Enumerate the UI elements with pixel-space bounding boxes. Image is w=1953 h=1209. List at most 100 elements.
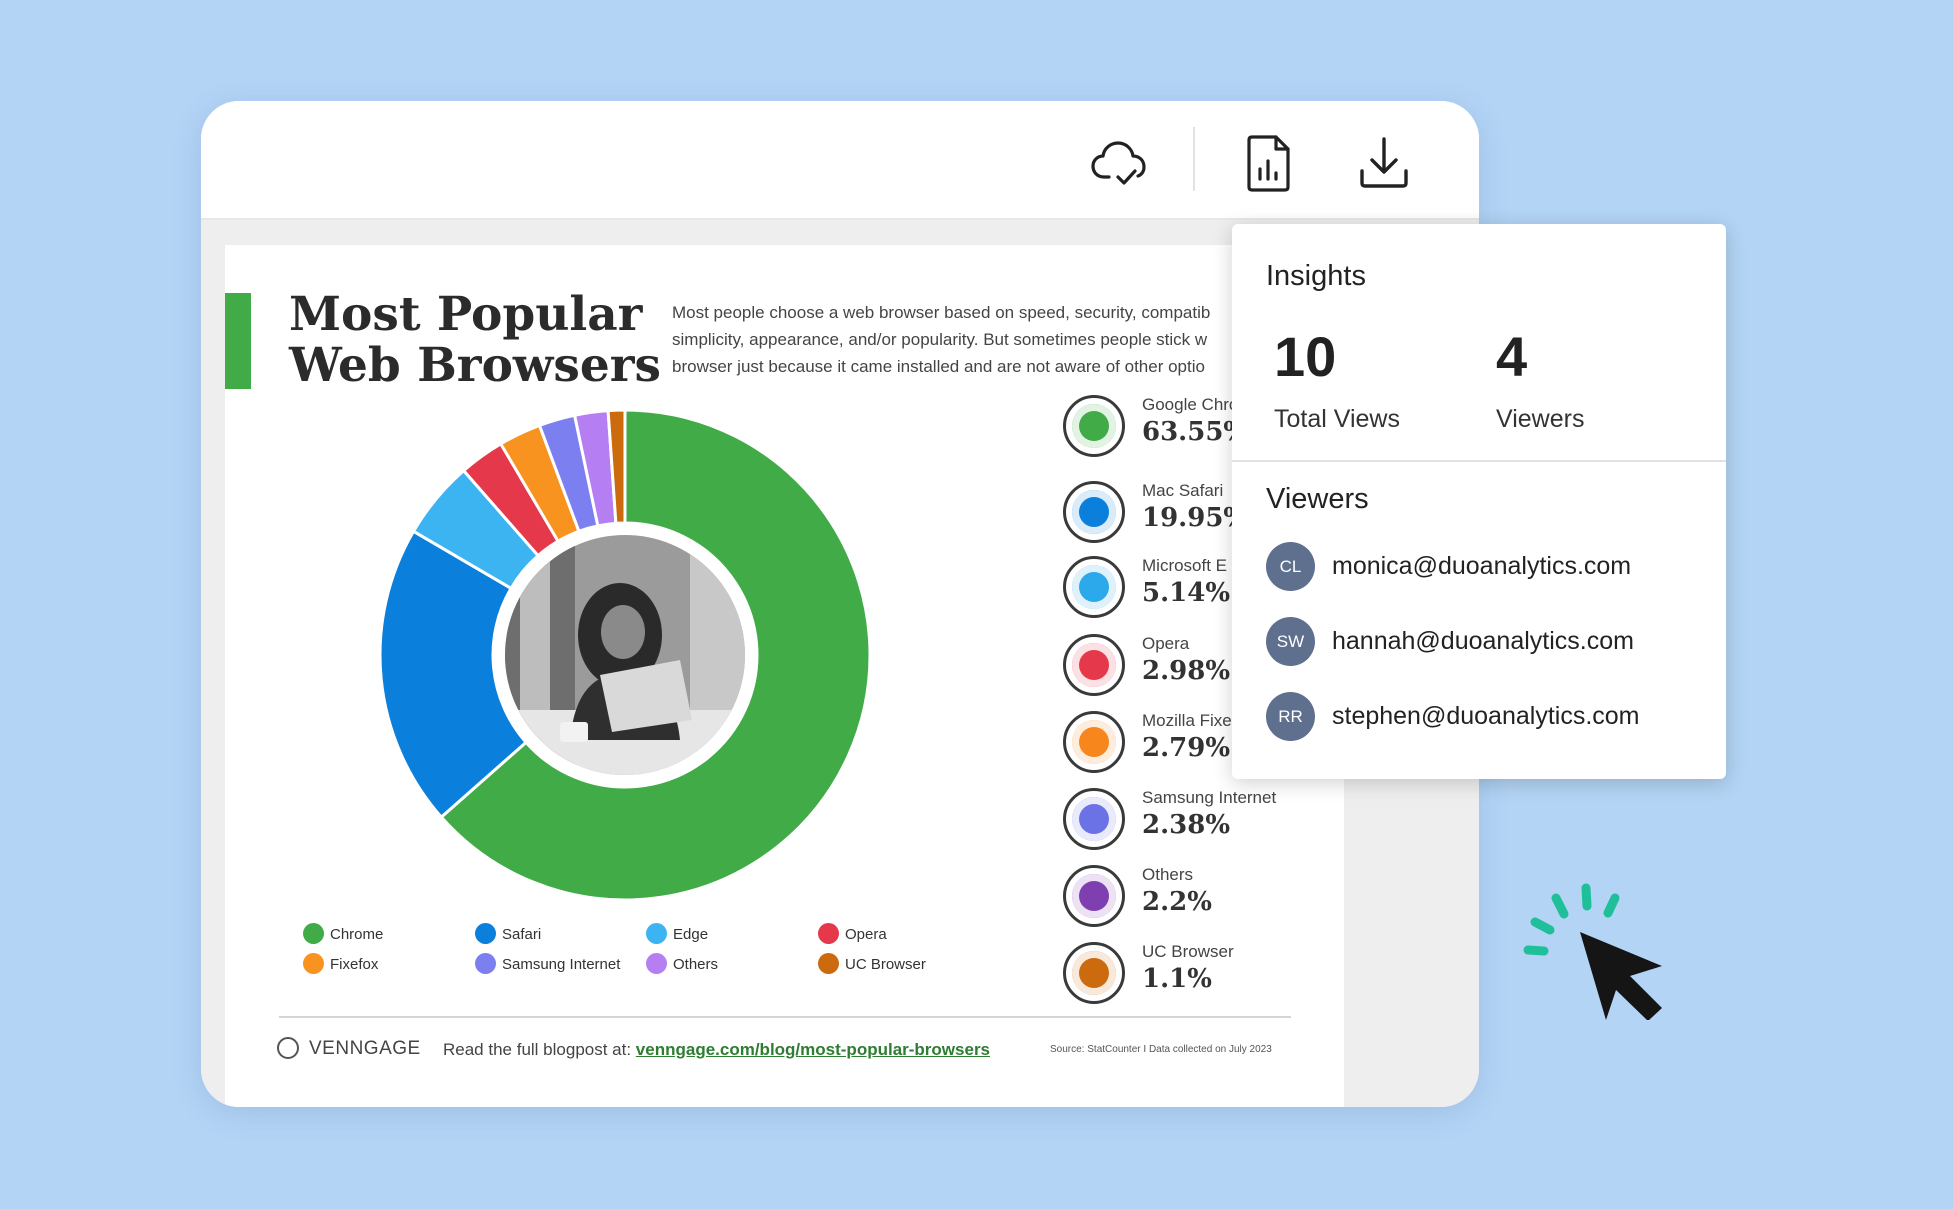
cloud-check-icon[interactable] [1087,131,1151,195]
avatar: SW [1266,617,1315,666]
uc-browser-icon [1063,942,1125,1004]
insights-panel: Insights 10 Total Views 4 Viewers Viewer… [1232,224,1726,779]
stat-others: Others 2.2% [1063,865,1323,935]
stat-name: Google Chro [1142,395,1239,414]
viewer-email: monica@duoanalytics.com [1332,552,1632,580]
canvas-area: Most Popular Web Browsers Most people ch… [201,220,1479,1107]
donut-chart [380,410,870,900]
download-icon[interactable] [1352,131,1416,195]
legend-item: Opera [818,923,887,944]
readmore-text: Read the full blogpost at: venngage.com/… [443,1040,990,1060]
intro-line-3: browser just because it came installed a… [672,357,1205,376]
venngage-brand: VENNGAGE [277,1037,421,1060]
legend-label: Others [673,956,719,973]
legend-label: Chrome [330,926,384,943]
stat-opera: Opera 2.98% [1063,634,1323,704]
legend-label: Opera [845,926,887,943]
stat-name: UC Browser [1142,942,1234,961]
stat-value: 1.1% [1142,964,1212,994]
samsung-internet-icon [1063,788,1125,850]
stat-value: 19.95% [1142,503,1249,533]
stat-name: Mozilla Fixe [1142,711,1232,730]
legend-label: Safari [502,926,542,943]
chrome-icon [1063,395,1125,457]
total-views-value: 10 [1274,325,1337,388]
legend-item: UC Browser [818,953,926,974]
legend-item: Edge [646,923,708,944]
stat-value: 2.38% [1142,810,1231,840]
source-note: Source: StatCounter I Data collected on … [1050,1044,1272,1055]
legend-item: Chrome [303,923,383,944]
legend-item: Samsung Internet [475,953,620,974]
badge-fill [1072,797,1116,841]
viewer-email: hannah@duoanalytics.com [1332,627,1634,655]
opera-icon [1063,634,1125,696]
avatar: RR [1266,692,1315,741]
stat-name: Others [1142,865,1194,884]
insights-title: Insights [1266,260,1366,292]
stat-chrome: Google Chro 63.55% [1063,395,1323,465]
stat-value: 2.79% [1142,733,1231,763]
legend-label: Edge [673,926,709,943]
stat-safari: Mac Safari 19.95% [1063,481,1323,551]
legend-item: Fixefox [303,953,378,974]
intro-line-1: Most people choose a web browser based o… [672,303,1211,322]
viewers-count-value: 4 [1496,325,1528,388]
report-file-icon[interactable] [1238,131,1302,195]
edge-icon [1063,556,1125,618]
badge-fill [1072,874,1116,918]
stat-value: 63.55% [1142,417,1249,447]
title-accent-bar [225,293,251,389]
legend-label: UC Browser [845,956,926,973]
stat-name: Samsung Internet [1142,788,1277,807]
infographic-title: Most Popular Web Browsers [289,289,669,391]
stat-samsung-internet: Samsung Internet 2.38% [1063,788,1323,858]
viewer-row[interactable]: RR stephen@duoanalytics.com [1266,692,1706,742]
toolbar-divider [1193,127,1195,191]
stat-uc-browser: UC Browser 1.1% [1063,942,1323,1012]
stat-value: 2.2% [1142,887,1212,917]
badge-fill [1072,951,1116,995]
legend-swatch [818,953,839,974]
toolbar [201,101,1479,220]
legend-label: Fixefox [330,956,379,973]
viewer-email: stephen@duoanalytics.com [1332,702,1640,730]
globe-icon [1063,865,1125,927]
blogpost-link[interactable]: venngage.com/blog/most-popular-browsers [635,1040,991,1059]
intro-line-2: simplicity, appearance, and/or popularit… [672,330,1208,349]
readmore-prefix: Read the full blogpost at: [443,1040,636,1059]
woman-laptop-photo [505,535,745,775]
badge-fill [1072,643,1116,687]
stat-value: 5.14% [1142,578,1231,608]
legend-swatch [475,923,496,944]
viewer-row[interactable]: SW hannah@duoanalytics.com [1266,617,1706,667]
legend-swatch [818,923,839,944]
donut-slice-safari [380,529,529,820]
legend-item: Others [646,953,718,974]
stat-value: 2.98% [1142,656,1231,686]
legend-item: Safari [475,923,541,944]
infographic-page: Most Popular Web Browsers Most people ch… [225,245,1344,1107]
legend-swatch [303,953,324,974]
legend-swatch [646,923,667,944]
intro-paragraph: Most people choose a web browser based o… [672,299,1344,380]
title-line-1: Most Popular [289,287,643,342]
venngage-logo-icon [277,1037,299,1059]
footer-divider [279,1016,1291,1018]
stat-firefox: Mozilla Fixe 2.79% [1063,711,1323,781]
safari-icon [1063,481,1125,543]
legend-swatch [475,953,496,974]
viewers-section-title: Viewers [1266,483,1369,515]
legend-swatch [646,953,667,974]
avatar: CL [1266,542,1315,591]
title-line-2: Web Browsers [289,338,661,393]
badge-fill [1072,404,1116,448]
insights-divider [1232,460,1726,462]
legend-label: Samsung Internet [502,956,621,973]
stat-name: Opera [1142,634,1190,653]
badge-fill [1072,720,1116,764]
viewer-row[interactable]: CL monica@duoanalytics.com [1266,542,1706,592]
firefox-icon [1063,711,1125,773]
cursor-click-icon [1523,883,1662,1020]
viewers-count-label: Viewers [1496,405,1585,433]
